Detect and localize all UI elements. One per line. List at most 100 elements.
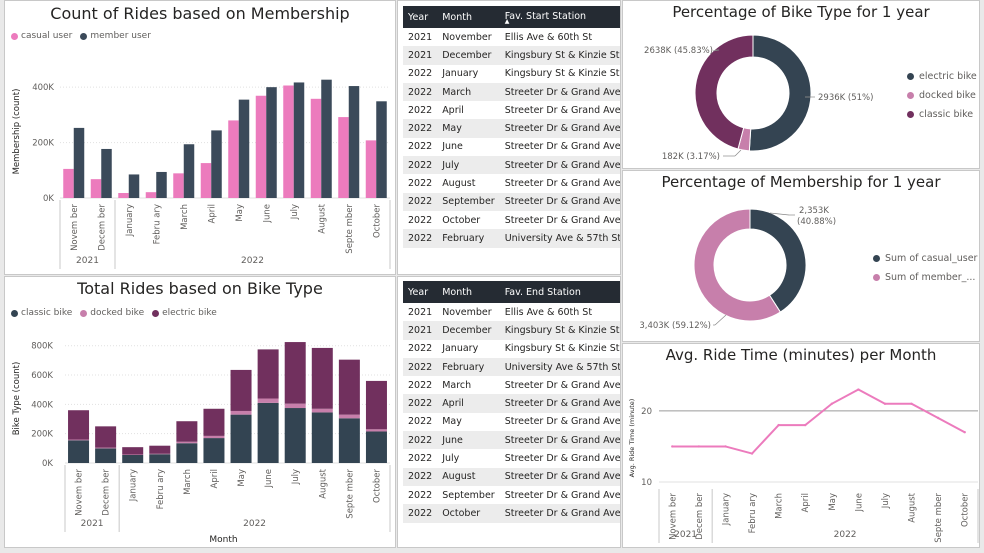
bar-member[interactable]: [101, 148, 112, 198]
ride-time-point[interactable]: [883, 402, 887, 405]
table-row[interactable]: 2022 January Kingsbury St & Kinzie St: [403, 340, 620, 358]
bar-casual[interactable]: [310, 98, 322, 198]
header-month[interactable]: Month: [437, 281, 500, 303]
bar-casual[interactable]: [255, 95, 267, 198]
table-row[interactable]: 2022 February University Ave & 57th St: [403, 357, 620, 377]
table-row[interactable]: 2022 August Streeter Dr & Grand Ave: [403, 174, 620, 192]
bar-segment-classic[interactable]: [257, 402, 279, 463]
bar-segment-classic[interactable]: [365, 431, 387, 463]
bar-segment-electric[interactable]: [122, 447, 144, 455]
ride-time-point[interactable]: [936, 416, 940, 420]
bar-segment-electric[interactable]: [203, 408, 225, 436]
legend-item-electric[interactable]: electric bike: [907, 67, 977, 86]
bar-segment-docked[interactable]: [176, 441, 198, 444]
bar-casual[interactable]: [365, 140, 377, 198]
header-month[interactable]: Month: [437, 6, 500, 28]
bar-segment-electric[interactable]: [68, 410, 90, 440]
bar-segment-docked[interactable]: [230, 410, 252, 415]
legend-item-docked[interactable]: docked bike: [907, 86, 977, 105]
bar-casual[interactable]: [200, 163, 212, 198]
legend-item-casual[interactable]: casual user: [11, 31, 72, 41]
bar-member[interactable]: [293, 82, 305, 198]
table-row[interactable]: 2021 November Ellis Ave & 60th St: [403, 303, 620, 321]
table-row[interactable]: 2021 November Ellis Ave & 60th St: [403, 28, 620, 46]
bar-segment-classic[interactable]: [68, 440, 90, 463]
bar-segment-docked[interactable]: [338, 414, 360, 419]
table-row[interactable]: 2022 October Streeter Dr & Grand Ave: [403, 211, 620, 229]
legend-item-docked[interactable]: docked bike: [80, 308, 144, 318]
bar-segment-docked[interactable]: [311, 408, 333, 413]
bar-segment-docked[interactable]: [257, 398, 279, 403]
bar-member[interactable]: [211, 130, 222, 198]
table-row[interactable]: 2022 March Streeter Dr & Grand Ave: [403, 82, 620, 102]
table-row[interactable]: 2022 April Streeter Dr & Grand Ave: [403, 101, 620, 119]
bar-segment-electric[interactable]: [176, 421, 198, 442]
bar-segment-electric[interactable]: [149, 445, 171, 454]
bar-member[interactable]: [266, 87, 277, 198]
table-row[interactable]: 2022 April Streeter Dr & Grand Ave: [403, 394, 620, 413]
ride-time-point[interactable]: [671, 445, 674, 448]
bar-member[interactable]: [183, 144, 195, 198]
table-row[interactable]: 2022 September Streeter Dr & Grand Ave: [403, 486, 620, 504]
ride-time-point[interactable]: [830, 402, 833, 405]
bar-segment-electric[interactable]: [230, 369, 252, 411]
bar-casual[interactable]: [63, 168, 74, 198]
bar-segment-electric[interactable]: [365, 380, 387, 430]
bar-segment-classic[interactable]: [338, 418, 360, 463]
bar-segment-classic[interactable]: [284, 408, 306, 463]
ride-time-point[interactable]: [724, 445, 727, 448]
table-row[interactable]: 2022 January Kingsbury St & Kinzie St: [403, 65, 620, 83]
bar-segment-classic[interactable]: [230, 414, 252, 463]
bar-member[interactable]: [348, 86, 360, 198]
donut-slice-electric[interactable]: [748, 34, 812, 152]
table-row[interactable]: 2022 June Streeter Dr & Grand Ave: [403, 138, 620, 156]
table-row[interactable]: 2022 May Streeter Dr & Grand Ave: [403, 413, 620, 431]
donut-slice-member-user[interactable]: [693, 208, 782, 322]
bar-casual[interactable]: [173, 173, 184, 198]
bar-segment-electric[interactable]: [338, 359, 360, 415]
bar-casual[interactable]: [228, 120, 239, 198]
bar-member[interactable]: [238, 99, 250, 198]
bar-segment-classic[interactable]: [311, 412, 333, 463]
table-row[interactable]: 2022 August Streeter Dr & Grand Ave: [403, 467, 620, 486]
bar-segment-electric[interactable]: [257, 349, 279, 399]
bar-member[interactable]: [128, 174, 140, 198]
bar-segment-classic[interactable]: [176, 443, 198, 463]
bar-segment-classic[interactable]: [203, 438, 225, 463]
table-row[interactable]: 2021 December Kingsbury St & Kinzie St: [403, 46, 620, 65]
table-row[interactable]: 2021 December Kingsbury St & Kinzie St: [403, 321, 620, 340]
bar-segment-electric[interactable]: [311, 347, 333, 409]
legend-item-member-user[interactable]: Sum of member_...: [873, 268, 977, 287]
bar-segment-docked[interactable]: [203, 435, 225, 439]
legend-item-classic[interactable]: classic bike: [11, 308, 72, 318]
legend-item-classic[interactable]: classic bike: [907, 105, 977, 124]
ride-time-point[interactable]: [697, 445, 701, 448]
bar-segment-docked[interactable]: [95, 447, 117, 449]
bar-member[interactable]: [73, 127, 85, 198]
bar-segment-classic[interactable]: [122, 454, 144, 463]
legend-item-member[interactable]: member user: [80, 31, 151, 41]
table-row[interactable]: 2022 May Streeter Dr & Grand Ave: [403, 119, 620, 138]
bar-segment-classic[interactable]: [149, 454, 171, 463]
bar-segment-docked[interactable]: [284, 403, 306, 409]
header-year[interactable]: Year: [403, 6, 438, 28]
ride-time-point[interactable]: [910, 402, 913, 405]
bar-segment-docked[interactable]: [365, 429, 387, 432]
table-row[interactable]: 2022 June Streeter Dr & Grand Ave: [403, 431, 620, 450]
bar-casual[interactable]: [145, 192, 157, 198]
header-end-station[interactable]: Fav. End Station: [499, 281, 620, 303]
legend-item-casual-user[interactable]: Sum of casual_user: [873, 249, 977, 268]
bar-casual[interactable]: [283, 85, 294, 198]
bar-segment-classic[interactable]: [95, 448, 117, 463]
table-row[interactable]: 2022 October Streeter Dr & Grand Ave: [403, 504, 620, 523]
header-year[interactable]: Year: [403, 281, 438, 303]
legend-item-electric[interactable]: electric bike: [152, 308, 217, 318]
bar-segment-docked[interactable]: [68, 439, 90, 441]
bar-member[interactable]: [376, 101, 387, 198]
ride-time-line[interactable]: [672, 388, 966, 455]
bar-casual[interactable]: [90, 179, 102, 198]
bar-casual[interactable]: [118, 193, 129, 198]
table-row[interactable]: 2022 July Streeter Dr & Grand Ave: [403, 449, 620, 467]
bar-member[interactable]: [156, 171, 167, 198]
table-row[interactable]: 2022 July Streeter Dr & Grand Ave: [403, 156, 620, 175]
